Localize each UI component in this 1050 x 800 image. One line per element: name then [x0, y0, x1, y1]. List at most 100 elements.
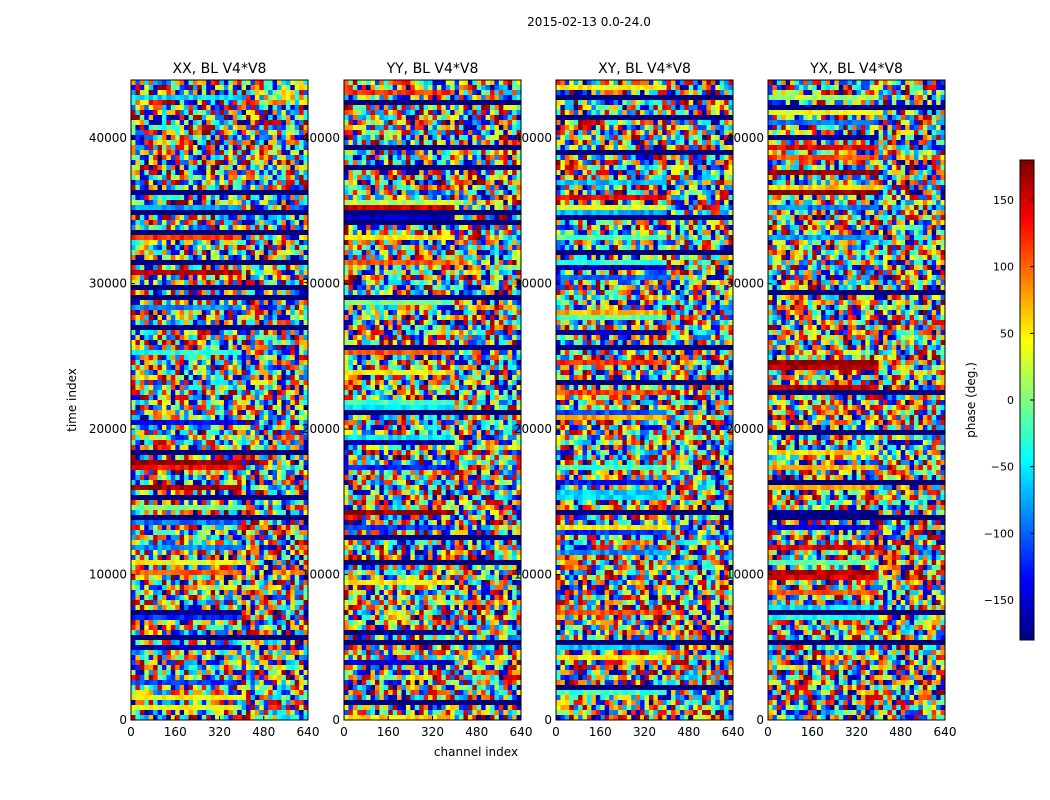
heatmap-cell [148, 375, 154, 381]
heatmap-cell [179, 275, 185, 281]
heatmap-cell [281, 135, 287, 141]
heatmap-cell [241, 560, 247, 566]
heatmap-cell [170, 310, 176, 316]
heatmap-cell [197, 420, 203, 426]
heatmap-cell [272, 140, 278, 146]
heatmap-cell [206, 225, 211, 231]
heatmap-cell [139, 95, 145, 101]
heatmap-cell [294, 395, 300, 401]
heatmap-cell [299, 345, 304, 351]
heatmap-cell [201, 570, 207, 576]
heatmap-cell [232, 375, 238, 381]
heatmap-cell [303, 275, 309, 281]
heatmap-cell [281, 560, 287, 566]
heatmap-cell [263, 180, 269, 186]
heatmap-cell [272, 405, 278, 411]
heatmap-cell [148, 135, 154, 141]
heatmap-cell [170, 80, 176, 86]
heatmap-cell [223, 100, 229, 106]
heatmap-cell [294, 465, 300, 471]
heatmap-cell [254, 320, 260, 326]
heatmap-cell [201, 350, 207, 356]
heatmap-cell [512, 110, 517, 116]
heatmap-cell [188, 245, 194, 251]
heatmap-cell [192, 310, 198, 316]
heatmap-cell [188, 175, 194, 181]
heatmap-cell [192, 415, 198, 421]
heatmap-cell [188, 280, 194, 286]
heatmap-cell [201, 520, 207, 526]
heatmap-cell [219, 525, 225, 531]
heatmap-cell [179, 360, 185, 366]
heatmap-cell [268, 370, 273, 376]
heatmap-cell [184, 630, 189, 636]
heatmap-cell [259, 250, 265, 256]
heatmap-cell [485, 95, 491, 101]
heatmap-cell [206, 465, 211, 471]
heatmap-cell [179, 645, 185, 651]
heatmap-cell [153, 380, 158, 386]
heatmap-cell [285, 180, 291, 186]
heatmap-cell [241, 695, 247, 701]
heatmap-cell [219, 340, 225, 346]
heatmap-cell [153, 500, 158, 506]
heatmap-cell [210, 565, 216, 571]
heatmap-cell [188, 110, 194, 116]
heatmap-cell [157, 470, 163, 476]
heatmap-cell [228, 345, 234, 351]
heatmap-cell [290, 385, 296, 391]
heatmap-cell [299, 695, 304, 701]
heatmap-cell [175, 575, 180, 581]
heatmap-cell [254, 185, 260, 191]
heatmap-cell [228, 485, 234, 491]
heatmap-cell [201, 135, 207, 141]
heatmap-cell [201, 360, 207, 366]
heatmap-cell [268, 590, 273, 596]
heatmap-cell [135, 400, 141, 406]
heatmap-cell [228, 710, 234, 716]
heatmap-cell [148, 700, 154, 706]
heatmap-cell [135, 345, 141, 351]
heatmap-cell [210, 155, 216, 161]
heatmap-cell [144, 95, 149, 101]
heatmap-cell [144, 215, 149, 221]
heatmap-cell [294, 475, 300, 481]
heatmap-cell [201, 560, 207, 566]
heatmap-cell [139, 510, 145, 516]
heatmap-cell [237, 305, 242, 311]
heatmap-cell [184, 385, 189, 391]
heatmap-cell [263, 145, 269, 151]
heatmap-cell [161, 255, 167, 261]
heatmap-cell [166, 700, 172, 706]
heatmap-cell [294, 700, 300, 706]
heatmap-cell [237, 530, 242, 536]
heatmap-cell [184, 670, 189, 676]
heatmap-cell [232, 305, 238, 311]
heatmap-cell [232, 530, 238, 536]
heatmap-cell [148, 220, 154, 226]
heatmap-cell [237, 455, 242, 461]
heatmap-cell [184, 400, 189, 406]
heatmap-cell [188, 125, 194, 131]
heatmap-cell [206, 370, 211, 376]
heatmap-cell [161, 275, 167, 281]
heatmap-row-gap [131, 635, 308, 640]
heatmap-cell [201, 160, 207, 166]
heatmap-cell [294, 100, 300, 106]
heatmap-cell [144, 275, 149, 281]
heatmap-cell [139, 685, 145, 691]
heatmap-cell [285, 80, 291, 86]
heatmap-cell [219, 390, 225, 396]
heatmap-cell [272, 135, 278, 141]
heatmap-cell [153, 120, 158, 126]
heatmap-cell [144, 580, 149, 586]
heatmap-cell [161, 650, 167, 656]
heatmap-cell [277, 540, 282, 546]
heatmap-cell [285, 585, 291, 591]
heatmap-cell [290, 705, 296, 711]
heatmap-cell [166, 175, 172, 181]
heatmap-cell [135, 640, 141, 646]
heatmap-cell [374, 95, 380, 101]
heatmap-cell [237, 275, 242, 281]
heatmap-cell [219, 80, 225, 86]
